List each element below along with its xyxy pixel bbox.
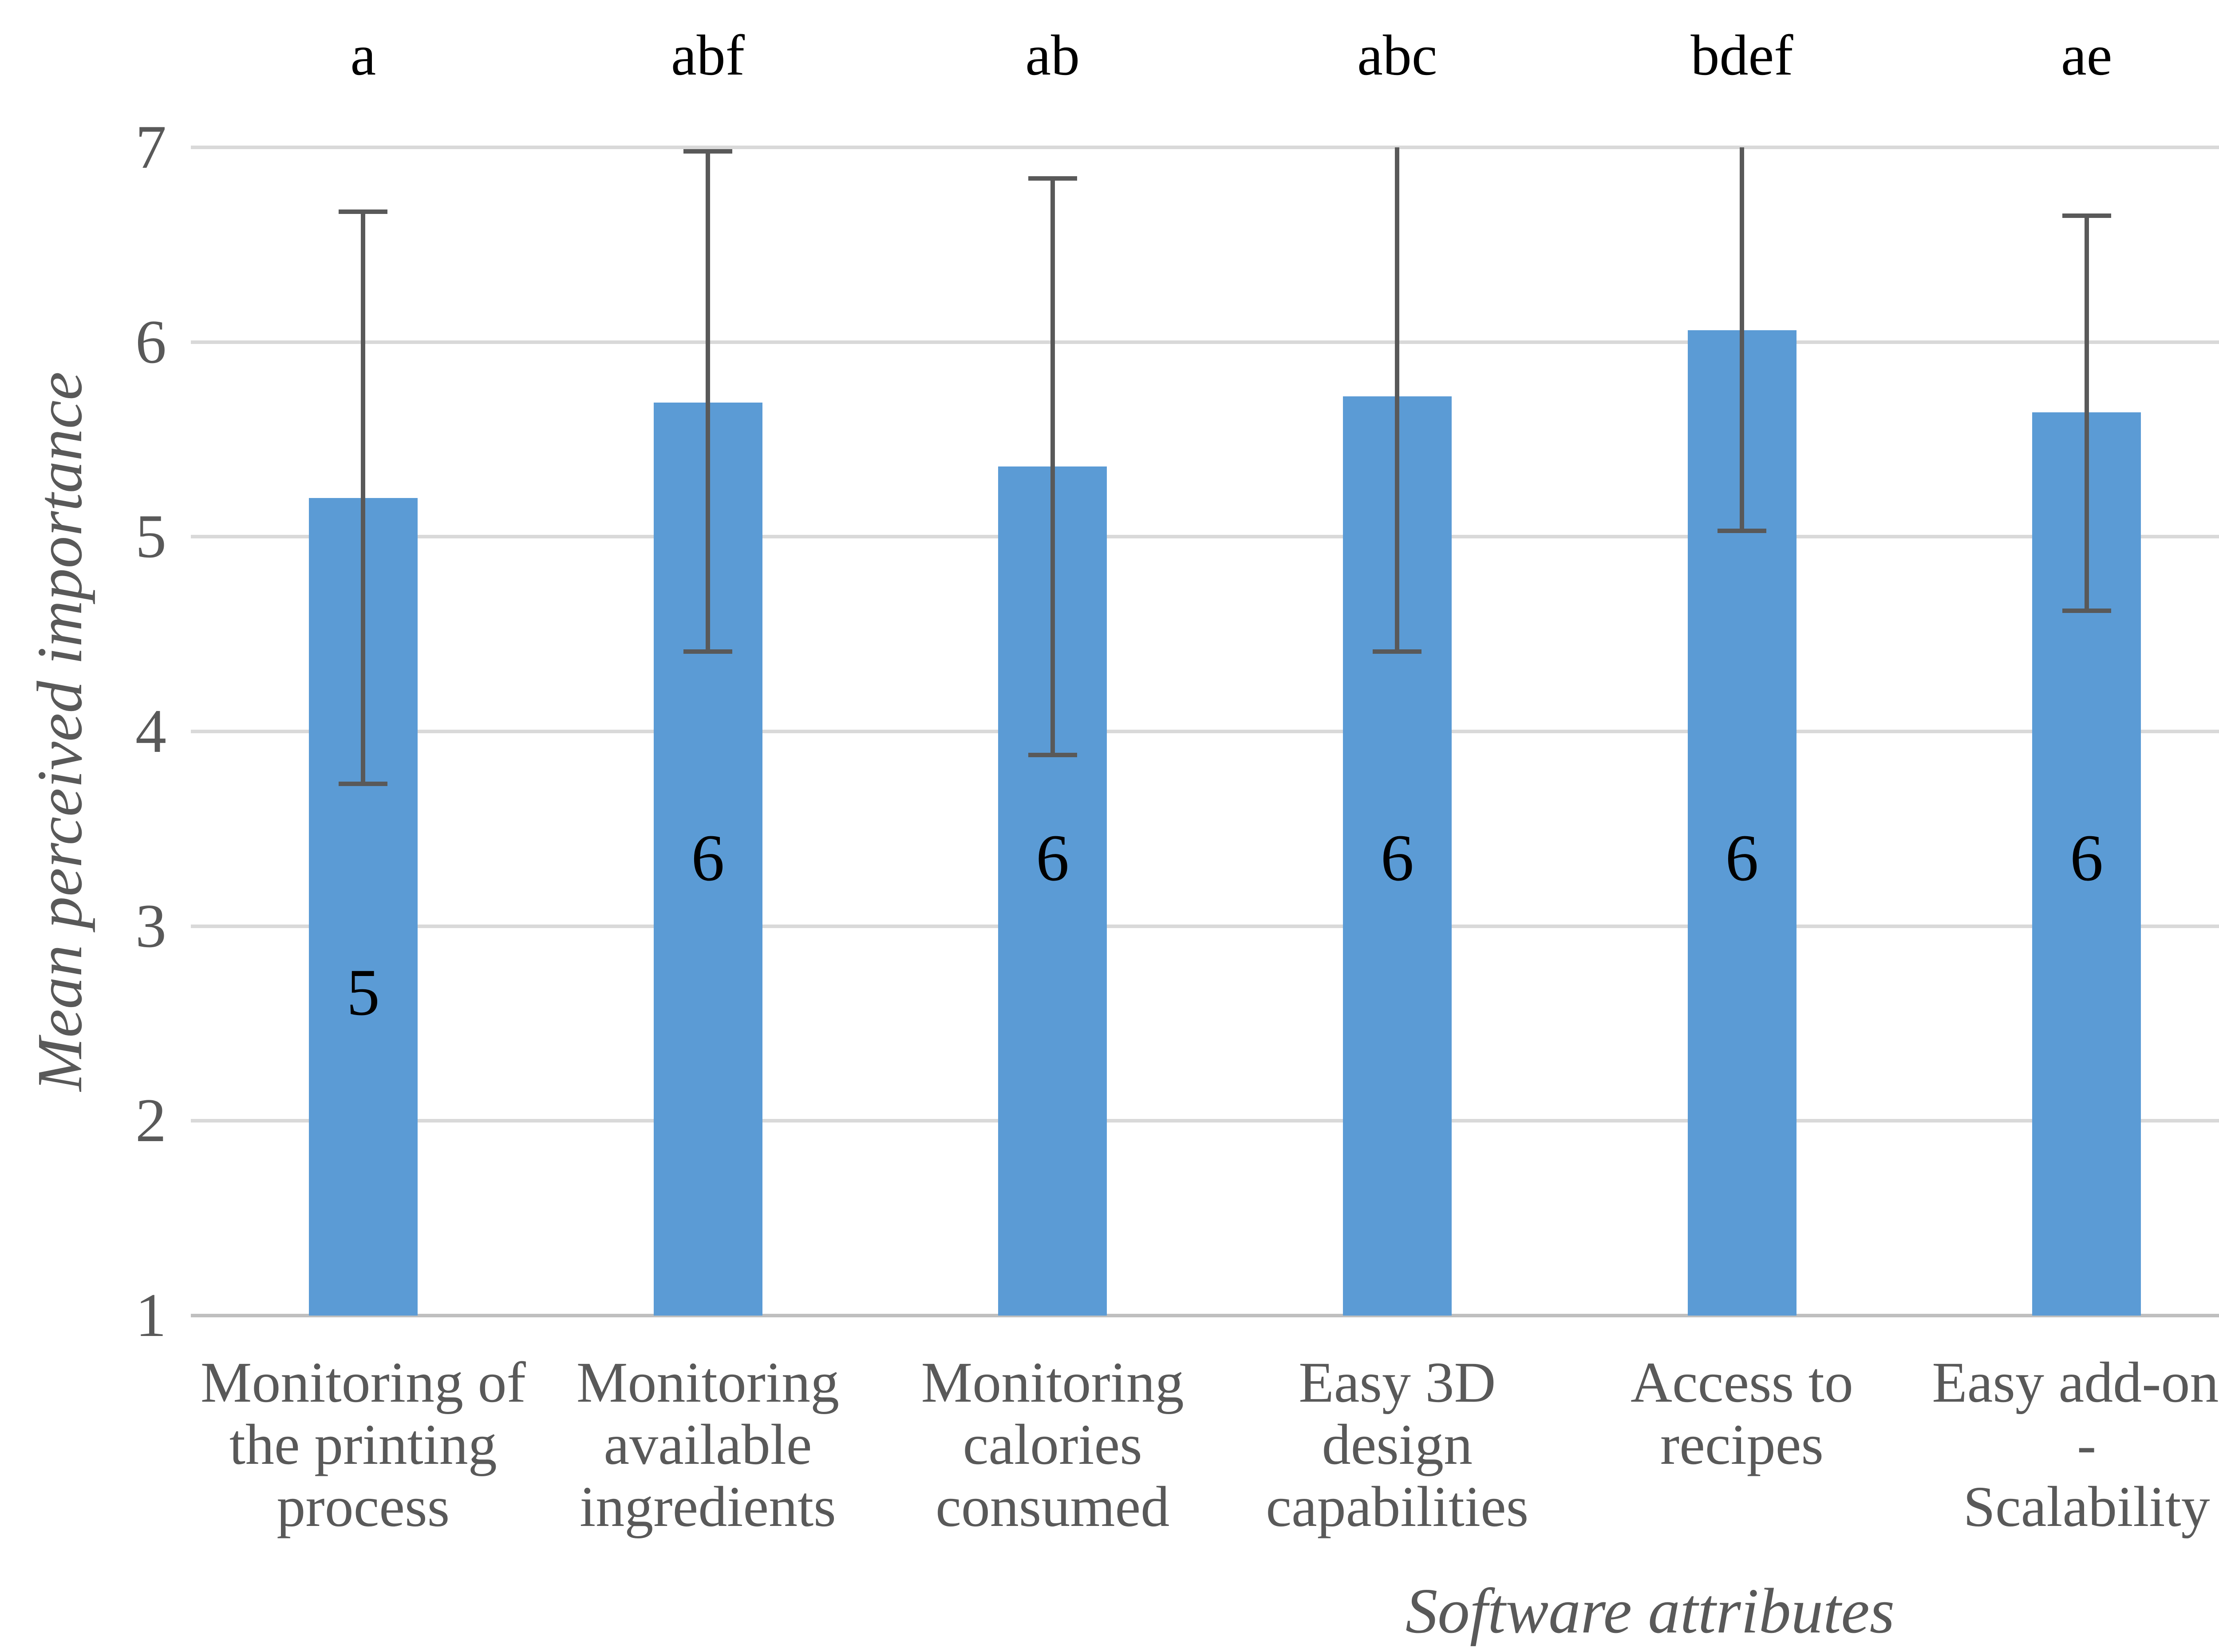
gridline	[191, 924, 2219, 928]
error-bar-top-cap	[2062, 213, 2111, 218]
y-tick-label: 7	[135, 113, 166, 182]
error-bar-line	[1395, 147, 1400, 652]
x-axis-title: Software attributes	[1405, 1576, 1895, 1647]
error-bar-top-cap	[339, 209, 388, 214]
y-tick-label: 3	[135, 891, 166, 960]
error-bar-bottom-cap	[2062, 609, 2111, 613]
x-category-label: Monitoring of the printing process	[200, 1351, 526, 1539]
gridline	[191, 730, 2219, 733]
error-bar-line	[706, 151, 710, 652]
error-bar-bottom-cap	[1718, 529, 1766, 534]
significance-letters: ab	[1025, 24, 1080, 87]
bar-value-label: 6	[1036, 821, 1070, 895]
gridline	[191, 340, 2219, 344]
x-axis-line	[191, 1314, 2219, 1317]
x-category-label: Monitoring available ingredients	[576, 1351, 840, 1539]
y-tick-label: 2	[135, 1086, 166, 1155]
error-bar-line	[2084, 215, 2089, 611]
bar-value-label: 5	[346, 955, 380, 1029]
bar-value-label: 6	[1725, 821, 1759, 895]
gridline	[191, 535, 2219, 539]
error-bar-top-cap	[683, 149, 732, 154]
y-tick-label: 4	[135, 697, 166, 766]
gridline	[191, 1119, 2219, 1123]
error-bar-bottom-cap	[1373, 649, 1422, 654]
x-category-label: Easy 3D design capabilities	[1266, 1351, 1529, 1539]
x-category-label: Access to recipes	[1631, 1351, 1853, 1477]
significance-letters: abc	[1357, 24, 1437, 87]
significance-letters: abf	[671, 24, 745, 87]
x-category-label: Easy add-ons - Scalability	[1932, 1351, 2219, 1539]
bar-value-label: 6	[1380, 821, 1414, 895]
bar-value-label: 6	[2070, 821, 2104, 895]
error-bar-line	[1740, 147, 1744, 531]
error-bar-line	[361, 211, 366, 784]
gridline	[191, 146, 2219, 149]
significance-letters: a	[350, 24, 376, 87]
error-bar-bottom-cap	[339, 782, 388, 786]
bar-value-label: 6	[691, 821, 725, 895]
y-tick-label: 6	[135, 307, 166, 376]
y-tick-label: 5	[135, 502, 166, 571]
y-tick-label: 1	[135, 1281, 166, 1350]
significance-letters: ae	[2061, 24, 2112, 87]
error-bar-bottom-cap	[1028, 752, 1077, 757]
x-category-label: Monitoring calories consumed	[921, 1351, 1184, 1539]
error-bar-line	[1050, 178, 1055, 755]
error-bar-bottom-cap	[683, 649, 732, 654]
error-bar-top-cap	[1028, 176, 1077, 181]
significance-letters: bdef	[1690, 24, 1793, 87]
